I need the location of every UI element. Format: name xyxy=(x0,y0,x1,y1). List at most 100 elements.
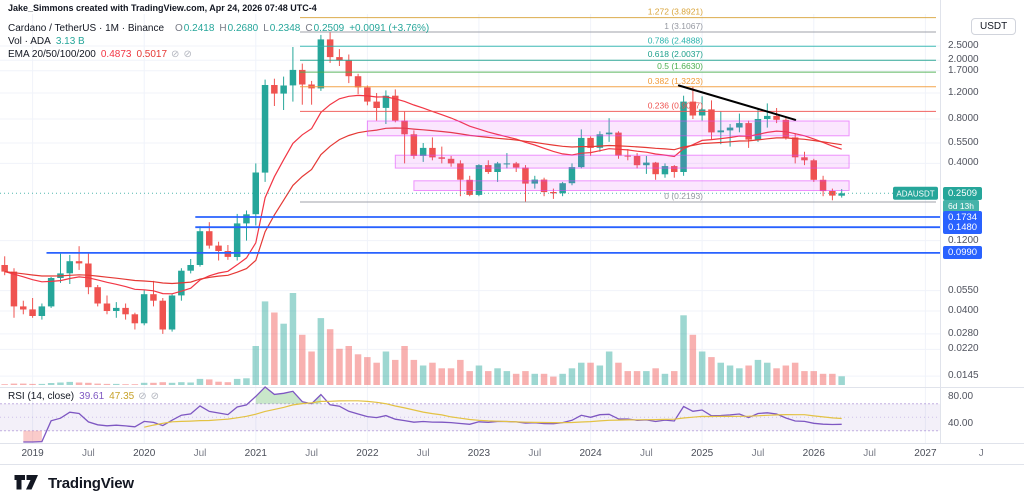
rsi-legend-label[interactable]: RSI (14, close) xyxy=(8,391,75,402)
alert-price-label: 0.1480 xyxy=(943,220,983,234)
volume-series xyxy=(1,293,845,385)
high-value: 0.2680 xyxy=(227,23,259,34)
price-tick-label: 0.4000 xyxy=(948,157,979,169)
price-tick-label: 1.7000 xyxy=(948,64,979,76)
time-axis[interactable]: 2019 Jul 2020 Jul 2021 Jul 2022 Jul 2023 Jul 2024 J… xyxy=(21,448,983,459)
time-axis-label: 2020 xyxy=(133,448,156,459)
last-price-label: 0.2509 xyxy=(943,186,983,200)
time-axis-label: J xyxy=(979,448,984,459)
price-tick-label: 0.5500 xyxy=(948,137,979,148)
low-label: L xyxy=(263,23,269,34)
price-tick-label: 0.8000 xyxy=(948,113,979,124)
svg-text:0.236 (0.9007): 0.236 (0.9007) xyxy=(648,100,703,110)
price-axis[interactable]: USDT 2.5000 2.0000 1.7000 1.2000 0.8000 0.550… xyxy=(940,0,1024,444)
time-axis-label: 2025 xyxy=(691,448,714,459)
svg-text:0.5 (1.6630): 0.5 (1.6630) xyxy=(657,61,703,71)
time-axis-label: Jul xyxy=(305,448,318,459)
svg-text:0.382 (1.3223): 0.382 (1.3223) xyxy=(648,76,703,86)
high-label: H xyxy=(219,23,227,34)
time-axis-label: 2022 xyxy=(356,448,379,459)
supply-zone xyxy=(394,154,850,169)
pane-separator xyxy=(941,387,1024,388)
supply-zone xyxy=(413,180,850,192)
candlestick-series xyxy=(1,32,845,334)
attribution-text: Jake_Simmons created with TradingView.co… xyxy=(8,3,317,13)
rsi-ma-value: 47.35 xyxy=(109,391,135,402)
change-value: +0.0091 (+3.76%) xyxy=(349,23,430,34)
rsi-hidden-icon[interactable]: ⊘ xyxy=(138,391,147,402)
volume-legend-label[interactable]: Vol · ADA xyxy=(8,36,51,47)
svg-text:0.618 (2.0037): 0.618 (2.0037) xyxy=(648,49,703,59)
svg-text:0.786 (2.4888): 0.786 (2.4888) xyxy=(648,35,703,45)
price-tick-label: 1.2000 xyxy=(948,87,979,98)
svg-text:0 (0.2193): 0 (0.2193) xyxy=(664,191,703,201)
ema-20-line xyxy=(4,94,842,295)
ema-50-value: 0.5017 xyxy=(136,49,168,60)
time-axis-label: Jul xyxy=(194,448,207,459)
price-tick-label: 0.0400 xyxy=(948,305,979,316)
symbol-title[interactable]: Cardano / TetherUS · 1M · Binance xyxy=(8,23,165,34)
ema-20-value: 0.4873 xyxy=(100,49,132,60)
time-axis-label: 2027 xyxy=(914,448,937,459)
symbol-legend-row: Cardano / TetherUS · 1M · Binance O 0.241… xyxy=(8,22,429,35)
ema-legend-label[interactable]: EMA 20/50/100/200 xyxy=(8,49,96,60)
price-tick-label: 2.0000 xyxy=(948,54,979,66)
time-axis-label: Jul xyxy=(82,448,95,459)
ema-hidden-icon[interactable]: ⊘ xyxy=(171,49,180,60)
close-value: 0.2509 xyxy=(313,23,345,34)
tradingview-logo[interactable] xyxy=(14,474,40,493)
bar-countdown-label: 6d 13h xyxy=(943,200,979,214)
volume-value: 3.13 B xyxy=(55,36,85,47)
fib-retracement[interactable]: 1.272 (3.8921) 1 (3.1067) 0.786 (2.4888) 0.… xyxy=(300,7,936,203)
price-tick-label: 0.1200 xyxy=(948,234,979,246)
grid xyxy=(0,14,940,443)
time-axis-label: Jul xyxy=(640,448,653,459)
rsi-tick-label: 80.00 xyxy=(948,391,974,402)
rsi-legend-row: RSI (14, close) 39.61 47.35 ⊘ ⊘ xyxy=(8,390,159,403)
price-tick-label: 0.0550 xyxy=(948,284,979,296)
ema-50-line xyxy=(4,127,842,285)
price-tick-label: 0.0145 xyxy=(948,370,979,382)
open-label: O xyxy=(175,23,183,34)
open-value: 0.2418 xyxy=(183,23,215,34)
volume-legend-row: Vol · ADA 3.13 B xyxy=(8,35,429,48)
svg-text:ADAUSDT: ADAUSDT xyxy=(896,189,934,198)
chart-legend: Cardano / TetherUS · 1M · Binance O 0.241… xyxy=(8,22,429,61)
close-label: C xyxy=(305,23,313,34)
tradingview-wordmark[interactable]: TradingView xyxy=(48,475,134,492)
bottom-toolbar: TradingView xyxy=(0,464,1024,502)
time-axis-label: Jul xyxy=(528,448,541,459)
rsi-legend: RSI (14, close) 39.61 47.35 ⊘ ⊘ xyxy=(8,390,159,403)
svg-text:1.272 (3.8921): 1.272 (3.8921) xyxy=(648,7,703,17)
support-lines[interactable] xyxy=(46,216,941,254)
time-axis-label: Jul xyxy=(863,448,876,459)
time-axis-label: 2023 xyxy=(468,448,491,459)
ema-legend-row: EMA 20/50/100/200 0.4873 0.5017 ⊘ ⊘ xyxy=(8,48,429,61)
time-axis-label: Jul xyxy=(417,448,430,459)
alert-price-label: 0.0990 xyxy=(943,246,983,260)
supply-demand-zones[interactable] xyxy=(366,120,850,192)
rsi-value: 39.61 xyxy=(79,391,105,402)
rsi-ma-line xyxy=(144,400,842,428)
time-axis-label: Jul xyxy=(752,448,765,459)
alert-price-label: 0.1734 xyxy=(943,210,983,224)
price-chart-canvas[interactable]: 1.272 (3.8921) 1 (3.1067) 0.786 (2.4888) 0.… xyxy=(0,0,1024,464)
time-axis-label: 2021 xyxy=(245,448,268,459)
rsi-hidden-icon[interactable]: ⊘ xyxy=(150,391,159,402)
time-axis-label: 2024 xyxy=(579,448,602,459)
price-tick-label: 0.0220 xyxy=(948,343,979,355)
time-axis-label: 2026 xyxy=(803,448,826,459)
time-axis-label: 2019 xyxy=(21,448,44,459)
trendline[interactable] xyxy=(677,84,797,121)
last-price-symbol-badge: ADAUSDT xyxy=(893,186,938,200)
price-tick-label: 2.5000 xyxy=(948,40,979,51)
svg-text:1 (3.1067): 1 (3.1067) xyxy=(664,21,703,31)
rsi-pane xyxy=(0,386,940,443)
low-value: 0.2348 xyxy=(269,23,301,34)
ema-hidden-icon[interactable]: ⊘ xyxy=(183,49,192,60)
rsi-tick-label: 40.00 xyxy=(948,418,974,429)
rsi-line xyxy=(23,386,842,443)
price-axis-unit-label[interactable]: USDT xyxy=(971,18,1017,35)
supply-zone xyxy=(366,120,850,137)
